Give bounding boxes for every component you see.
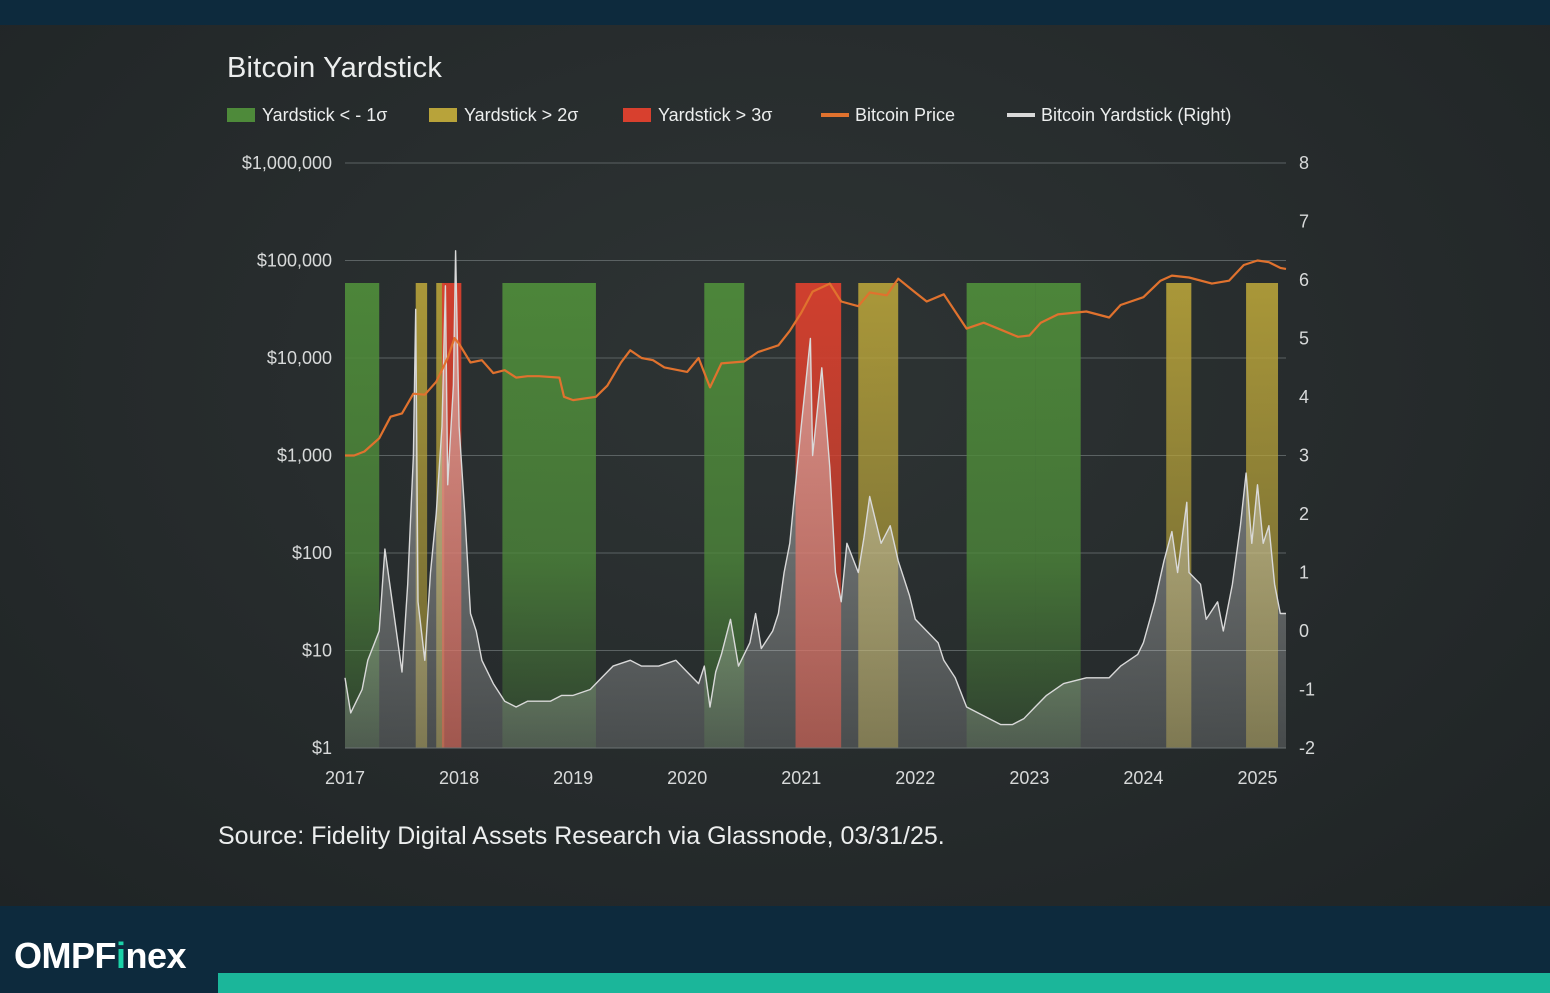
band-yardstick-1-	[502, 283, 596, 748]
bitcoin-yardstick-chart: $1 $10 $100 $1,000 $10,000 $100,000 $1,000,000…	[242, 153, 1315, 788]
footer-accent-strip	[218, 973, 1550, 993]
legend-swatch	[227, 108, 255, 122]
y-right-tick-label: -2	[1299, 738, 1315, 758]
x-tick-label: 2021	[781, 768, 821, 788]
band-yardstick-1-	[1035, 283, 1081, 748]
legend-label: Bitcoin Yardstick (Right)	[1041, 104, 1232, 125]
x-tick-label: 2023	[1009, 768, 1049, 788]
brand-logo-part: nex	[125, 935, 187, 976]
legend-item: Yardstick > 2σ	[429, 103, 578, 127]
chart-title: Bitcoin Yardstick	[227, 52, 443, 84]
y-right-tick-label: 7	[1299, 212, 1309, 232]
legend-label: Bitcoin Price	[855, 104, 956, 125]
y-right-tick-label: 6	[1299, 270, 1309, 290]
y-left-tick-label: $10,000	[267, 348, 332, 368]
yardstick-line	[344, 250, 1286, 726]
bitcoin-price-line	[345, 259, 1287, 457]
yardstick-area	[345, 250, 1286, 749]
x-tick-label: 2024	[1123, 768, 1163, 788]
y-left-tick-label: $1,000,000	[242, 153, 332, 173]
legend-swatch	[821, 113, 849, 117]
y-right-tick-label: 3	[1299, 446, 1309, 466]
y-left-tick-label: $100	[292, 543, 332, 563]
legend-swatch	[1007, 113, 1035, 117]
y-right-tick-label: 2	[1299, 504, 1309, 524]
y-right-tick-label: 5	[1299, 329, 1309, 349]
legend-label: Yardstick < - 1σ	[262, 104, 388, 125]
legend-item: Bitcoin Yardstick (Right)	[1007, 103, 1231, 127]
top-strip	[0, 0, 1550, 25]
y-left-tick-label: $1,000	[277, 446, 332, 466]
y-right-tick-label: -1	[1299, 680, 1315, 700]
y-right-tick-label: 8	[1299, 153, 1309, 173]
x-tick-label: 2025	[1237, 768, 1277, 788]
brand-logo: OMPFinex	[14, 934, 187, 978]
y-right-tick-label: 4	[1299, 387, 1309, 407]
legend-label: Yardstick > 3σ	[658, 104, 773, 125]
y-left-tick-label: $100,000	[257, 251, 332, 271]
y-right-tick-label: 1	[1299, 563, 1309, 583]
x-tick-label: 2017	[325, 768, 365, 788]
chart-panel	[0, 25, 1550, 906]
band-yardstick-2-	[415, 283, 428, 748]
legend-swatch	[623, 108, 651, 122]
legend-item: Bitcoin Price	[821, 103, 955, 127]
brand-logo-highlight: i	[116, 935, 126, 976]
y-left-tick-label: $1	[312, 738, 332, 758]
x-tick-label: 2018	[439, 768, 479, 788]
x-tick-label: 2022	[895, 768, 935, 788]
x-tick-label: 2019	[553, 768, 593, 788]
y-left-tick-label: $10	[302, 641, 332, 661]
x-tick-label: 2020	[667, 768, 707, 788]
legend-item: Yardstick > 3σ	[623, 103, 772, 127]
legend-label: Yardstick > 2σ	[464, 104, 579, 125]
legend-item: Yardstick < - 1σ	[227, 103, 387, 127]
brand-logo-part: OMPF	[14, 935, 117, 976]
source-note: Source: Fidelity Digital Assets Research…	[218, 822, 945, 850]
y-right-tick-label: 0	[1299, 621, 1309, 641]
band-yardstick-1-	[966, 283, 1036, 748]
legend-swatch	[429, 108, 457, 122]
